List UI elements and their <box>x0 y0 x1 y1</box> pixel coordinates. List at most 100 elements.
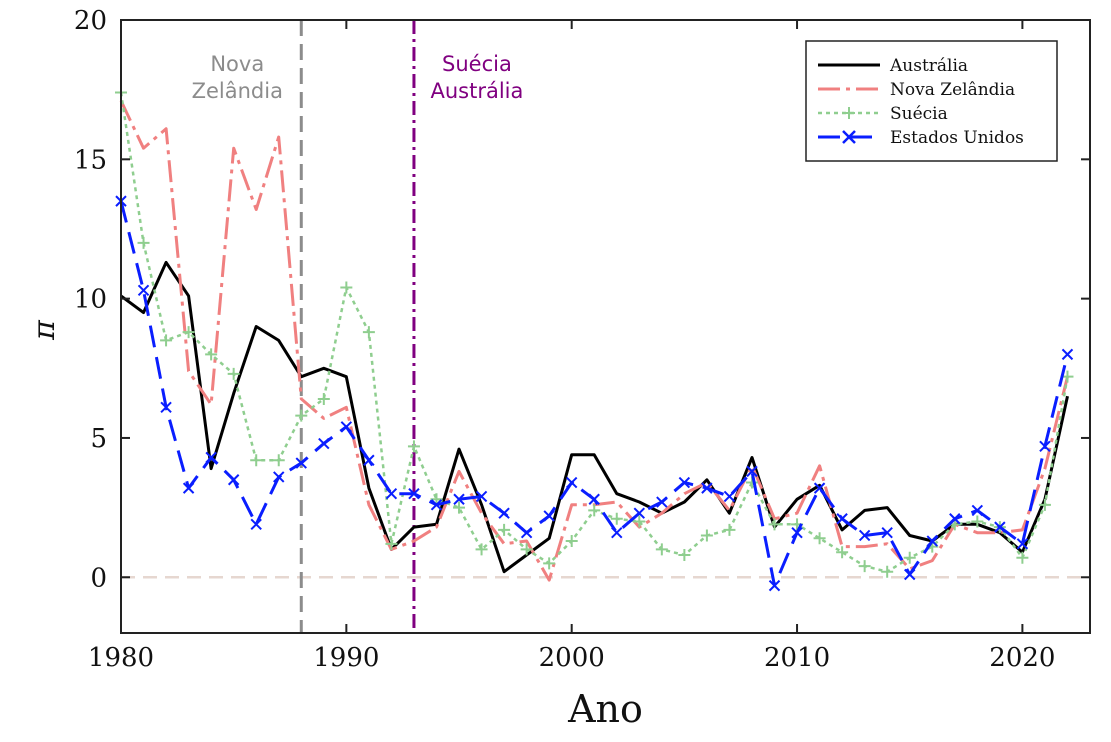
legend-label-2: Suécia <box>890 104 948 124</box>
series-2-point-2003 <box>633 515 646 528</box>
series-3-point-2011 <box>813 482 826 494</box>
annotation-lines-layer <box>299 20 416 633</box>
series-2-point-1985 <box>227 367 240 380</box>
series-3-point-2017 <box>949 513 961 525</box>
annotation-text-layer: Nova Zelândia Suécia Austrália <box>192 52 524 103</box>
series-3-point-2008 <box>746 465 758 478</box>
legend-label-0: Austrália <box>889 56 968 76</box>
series-3-point-1993 <box>408 487 420 500</box>
annotation-label-1993-0: Suécia <box>442 52 512 76</box>
legend: Austrália Nova Zelândia Suécia Estados Unid… <box>805 40 1058 162</box>
legend-label-1: Nova Zelândia <box>890 80 1015 100</box>
series-3-point-2004 <box>656 496 668 508</box>
series-3-point-1988 <box>295 457 307 469</box>
series-2-point-1984 <box>205 348 218 361</box>
y-tick-label-10: 10 <box>74 285 107 315</box>
series-2-point-1992 <box>385 537 398 550</box>
series-2-point-2004 <box>655 543 668 556</box>
series-3-point-2021 <box>1039 440 1051 453</box>
series-3-point-2010 <box>791 526 803 539</box>
y-tick-label-0: 0 <box>90 563 107 593</box>
series-2-point-2000 <box>565 535 578 548</box>
series-2-point-2001 <box>588 504 601 517</box>
series-2-point-2018 <box>971 515 984 528</box>
series-3-point-1981 <box>137 284 150 296</box>
series-2-point-2005 <box>678 548 691 561</box>
series-3-point-2019 <box>994 521 1006 533</box>
series-3-point-1986 <box>250 518 262 531</box>
series-2-point-2007 <box>723 523 736 536</box>
series-2-point-2021 <box>1038 498 1051 511</box>
series-3-point-1995 <box>453 493 465 505</box>
series-3-point-1984 <box>205 451 217 464</box>
series-2-point-1983 <box>182 326 195 339</box>
y-tick-label-5: 5 <box>90 424 107 454</box>
annotation-label-1993-1: Austrália <box>431 79 524 103</box>
annotation-label-1988-1: Zelândia <box>192 79 283 103</box>
series-2-point-2011 <box>813 532 826 545</box>
series-3-point-2022 <box>1061 348 1074 361</box>
series-2-point-1991 <box>362 326 375 339</box>
series-3-point-1998 <box>520 526 533 539</box>
series-2-point-2015 <box>903 551 916 564</box>
x-axis-label: Ano <box>567 687 643 731</box>
axes-layer: 1980 1990 2000 2010 2020 0 5 10 15 20 <box>74 6 1091 673</box>
series-3-point-1991 <box>363 454 375 466</box>
series-3-point-1983 <box>182 482 195 494</box>
series-3-point-2001 <box>588 493 600 505</box>
series-3-point-2002 <box>611 526 623 539</box>
series-3-point-2012 <box>836 513 848 525</box>
y-tick-label-15: 15 <box>74 145 107 175</box>
series-3-point-2000 <box>565 476 578 489</box>
series-3-point-1990 <box>340 421 353 433</box>
series-3-point-1999 <box>543 510 555 522</box>
series-2-point-2020 <box>1016 551 1029 564</box>
series-3-point-1987 <box>273 471 285 483</box>
series-3-point-1997 <box>498 507 510 519</box>
series-2-point-1989 <box>317 392 330 405</box>
annotation-label-1988-0: Nova <box>210 52 264 76</box>
x-tick-label-2020: 2020 <box>989 643 1055 673</box>
series-3-point-2013 <box>858 529 871 542</box>
y-axis-label: π <box>27 319 62 341</box>
x-tick-label-2010: 2010 <box>764 643 830 673</box>
series-3-point-2015 <box>904 568 916 581</box>
series-2-point-1990 <box>340 281 353 294</box>
x-tick-label-1990: 1990 <box>313 643 379 673</box>
series-3-point-2014 <box>881 526 893 539</box>
series-2-point-1998 <box>520 543 533 556</box>
series-3-point-2020 <box>1016 538 1029 550</box>
series-2-point-1981 <box>137 236 150 249</box>
series-2-point-1987 <box>272 454 285 467</box>
series-3-point-2016 <box>926 535 938 547</box>
series-2-point-1999 <box>543 557 556 570</box>
series-2-point-1997 <box>498 523 511 536</box>
series-2-point-2009 <box>768 518 781 531</box>
series-3-point-2007 <box>723 490 736 503</box>
series-2-point-1993 <box>407 440 420 453</box>
series-2-point-1996 <box>475 543 488 556</box>
x-tick-label-2000: 2000 <box>539 643 605 673</box>
series-3-point-2003 <box>633 507 646 519</box>
x-tick-label-1980: 1980 <box>88 643 154 673</box>
series-2-point-1988 <box>295 409 308 422</box>
series-2-point-1986 <box>250 454 263 467</box>
legend-marker-2 <box>843 107 855 119</box>
series-3-point-2018 <box>971 504 984 517</box>
series-3-point-1996 <box>475 490 488 503</box>
legend-box <box>805 40 1058 162</box>
series-2-point-2002 <box>610 512 623 525</box>
series-3-point-1985 <box>227 474 240 486</box>
series-2-point-2006 <box>700 529 713 542</box>
series-3-point-1992 <box>385 487 398 500</box>
series-layer <box>115 86 1074 592</box>
series-2-point-2014 <box>881 565 894 578</box>
series-line-0 <box>120 260 1069 574</box>
series-2-point-2012 <box>836 546 849 559</box>
series-2-point-1982 <box>160 334 173 347</box>
series-2-point-2013 <box>858 560 871 573</box>
plot-frame <box>120 19 1091 634</box>
series-3-point-1989 <box>318 437 330 450</box>
series-3-point-2005 <box>678 476 691 489</box>
